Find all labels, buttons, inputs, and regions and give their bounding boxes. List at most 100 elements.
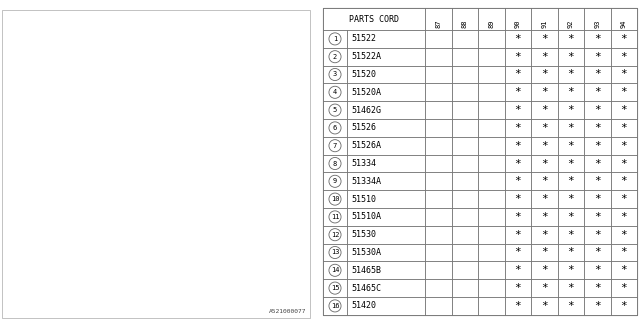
Bar	[531, 261, 557, 279]
Bar	[347, 226, 425, 244]
Bar	[323, 66, 347, 84]
Bar	[584, 208, 611, 226]
Bar	[557, 66, 584, 84]
Bar	[478, 66, 504, 84]
Text: *: *	[620, 141, 627, 151]
Bar	[425, 244, 451, 261]
Bar	[347, 244, 425, 261]
Bar	[347, 155, 425, 172]
Bar	[347, 137, 425, 155]
Bar	[557, 155, 584, 172]
Bar	[557, 279, 584, 297]
Bar	[584, 172, 611, 190]
Text: 89: 89	[488, 20, 494, 28]
Bar	[425, 226, 451, 244]
Text: *: *	[515, 283, 521, 293]
Bar	[323, 137, 347, 155]
Text: 88: 88	[461, 20, 468, 28]
Text: *: *	[568, 194, 574, 204]
Text: *: *	[594, 105, 600, 115]
Text: *: *	[568, 87, 574, 97]
Text: 87: 87	[435, 20, 441, 28]
Bar	[347, 261, 425, 279]
Bar	[611, 190, 637, 208]
Bar	[425, 279, 451, 297]
Text: *: *	[594, 176, 600, 186]
Text: *: *	[568, 158, 574, 169]
Text: *: *	[620, 265, 627, 275]
Text: *: *	[594, 265, 600, 275]
Text: *: *	[515, 87, 521, 97]
Text: *: *	[594, 247, 600, 258]
Text: 11: 11	[331, 214, 339, 220]
Bar	[425, 137, 451, 155]
Text: *: *	[620, 283, 627, 293]
Text: 51526A: 51526A	[351, 141, 381, 150]
Bar	[347, 297, 425, 315]
Bar	[347, 84, 425, 101]
Bar	[531, 66, 557, 84]
Bar	[323, 208, 347, 226]
Bar	[451, 279, 478, 297]
Bar	[425, 190, 451, 208]
Text: 51462G: 51462G	[351, 106, 381, 115]
Bar	[504, 119, 531, 137]
Bar	[584, 8, 611, 30]
Bar	[557, 297, 584, 315]
Bar	[611, 155, 637, 172]
Bar	[557, 8, 584, 30]
Circle shape	[329, 68, 341, 81]
Circle shape	[329, 264, 341, 276]
Bar	[611, 172, 637, 190]
Bar	[611, 297, 637, 315]
Text: 2: 2	[333, 54, 337, 60]
Bar	[557, 226, 584, 244]
Text: *: *	[541, 158, 548, 169]
Bar	[611, 66, 637, 84]
Bar	[584, 226, 611, 244]
Bar	[451, 137, 478, 155]
Circle shape	[329, 211, 341, 223]
Bar	[531, 48, 557, 66]
Bar	[425, 119, 451, 137]
Text: *: *	[568, 176, 574, 186]
Text: 51334: 51334	[351, 159, 376, 168]
Bar	[478, 172, 504, 190]
Bar	[504, 261, 531, 279]
Text: 12: 12	[331, 232, 339, 238]
Bar	[584, 190, 611, 208]
Text: *: *	[515, 158, 521, 169]
Bar	[531, 190, 557, 208]
Bar	[611, 279, 637, 297]
Text: *: *	[541, 123, 548, 133]
Bar	[584, 101, 611, 119]
Bar	[557, 172, 584, 190]
Bar	[323, 119, 347, 137]
Text: 15: 15	[331, 285, 339, 291]
Text: *: *	[515, 69, 521, 79]
Text: *: *	[594, 283, 600, 293]
Circle shape	[329, 140, 341, 152]
Text: *: *	[541, 301, 548, 311]
Text: *: *	[620, 69, 627, 79]
Text: 94: 94	[621, 20, 627, 28]
Bar	[451, 66, 478, 84]
Text: 7: 7	[333, 143, 337, 149]
Text: *: *	[568, 247, 574, 258]
Text: 51520A: 51520A	[351, 88, 381, 97]
Bar	[584, 279, 611, 297]
Text: 91: 91	[541, 20, 547, 28]
Text: 90: 90	[515, 20, 521, 28]
Bar	[531, 226, 557, 244]
Bar	[425, 172, 451, 190]
Text: *: *	[620, 34, 627, 44]
Bar	[451, 297, 478, 315]
Text: 4: 4	[333, 89, 337, 95]
Bar	[504, 226, 531, 244]
Text: *: *	[541, 69, 548, 79]
Bar	[425, 155, 451, 172]
Circle shape	[329, 122, 341, 134]
Bar	[531, 137, 557, 155]
Text: *: *	[594, 52, 600, 62]
Bar	[531, 155, 557, 172]
